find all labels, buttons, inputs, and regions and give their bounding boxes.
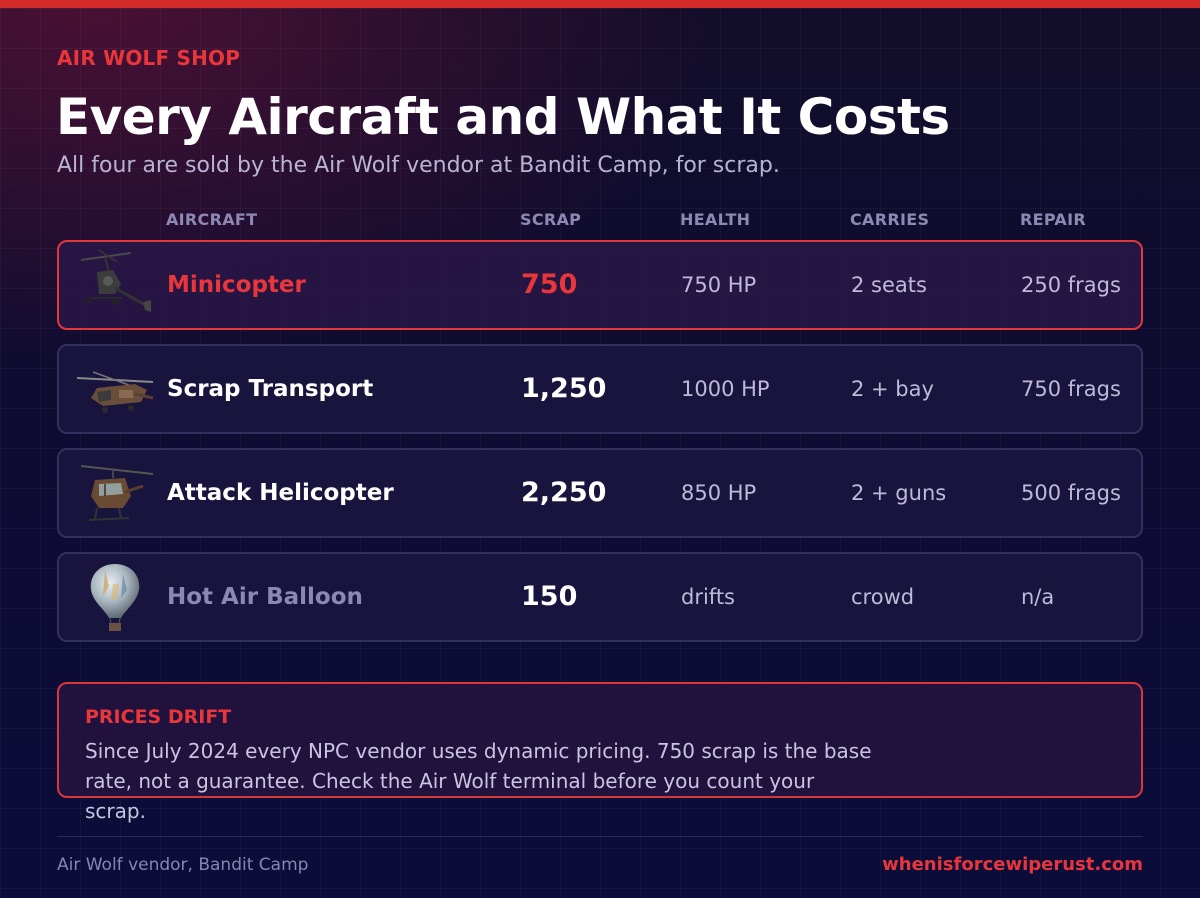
health-value: 850 HP [681,481,757,505]
health-value: 1000 HP [681,377,770,401]
minicopter-icon [75,248,155,322]
aircraft-name: Hot Air Balloon [167,584,363,610]
page-title: Every Aircraft and What It Costs [56,88,950,146]
footer-divider [57,836,1143,837]
aircraft-name: Scrap Transport [167,376,374,402]
notice-body: Since July 2024 every NPC vendor uses dy… [85,739,872,823]
carries-value: 2 + guns [851,481,947,505]
column-header-aircraft: AIRCRAFT [166,210,258,229]
carries-value: crowd [851,585,915,609]
repair-value: n/a [1021,585,1055,609]
scrap-price: 1,250 [521,373,607,404]
page-subtitle: All four are sold by the Air Wolf vendor… [57,153,780,178]
hot-air-balloon-icon [75,560,155,634]
scrap-transport-helicopter-icon [75,352,155,426]
carries-value: 2 seats [851,273,927,297]
column-header-health: HEALTH [680,210,751,229]
notice-heading: PRICES DRIFT [85,706,232,728]
repair-value: 250 frags [1021,273,1121,297]
health-value: drifts [681,585,735,609]
column-header-repair: REPAIR [1020,210,1086,229]
aircraft-row-hot-air-balloon: Hot Air Balloon 150 drifts crowd n/a [57,552,1143,642]
carries-value: 2 + bay [851,377,934,401]
aircraft-row-attack-helicopter: Attack Helicopter 2,250 850 HP 2 + guns … [57,448,1143,538]
health-value: 750 HP [681,273,757,297]
scrap-price: 150 [521,581,578,612]
prices-drift-notice: PRICES DRIFT Since July 2024 every NPC v… [57,682,1143,823]
aircraft-row-minicopter: Minicopter 750 750 HP 2 seats 250 frags [57,240,1143,330]
scrap-price: 2,250 [521,477,607,508]
top-accent-bar [0,0,1200,8]
attack-helicopter-icon [75,456,155,530]
aircraft-row-scrap-transport: Scrap Transport 1,250 1000 HP 2 + bay 75… [57,344,1143,434]
aircraft-name: Attack Helicopter [167,480,394,506]
footer-site-link[interactable]: whenisforcewiperust.com [882,854,1143,875]
aircraft-name: Minicopter [167,272,306,298]
column-header-carries: CARRIES [850,210,930,229]
scrap-price: 750 [521,269,578,300]
shop-eyebrow: AIR WOLF SHOP [57,46,241,70]
repair-value: 750 frags [1021,377,1121,401]
column-header-scrap: SCRAP [520,210,582,229]
footer-source: Air Wolf vendor, Bandit Camp [57,855,309,875]
repair-value: 500 frags [1021,481,1121,505]
